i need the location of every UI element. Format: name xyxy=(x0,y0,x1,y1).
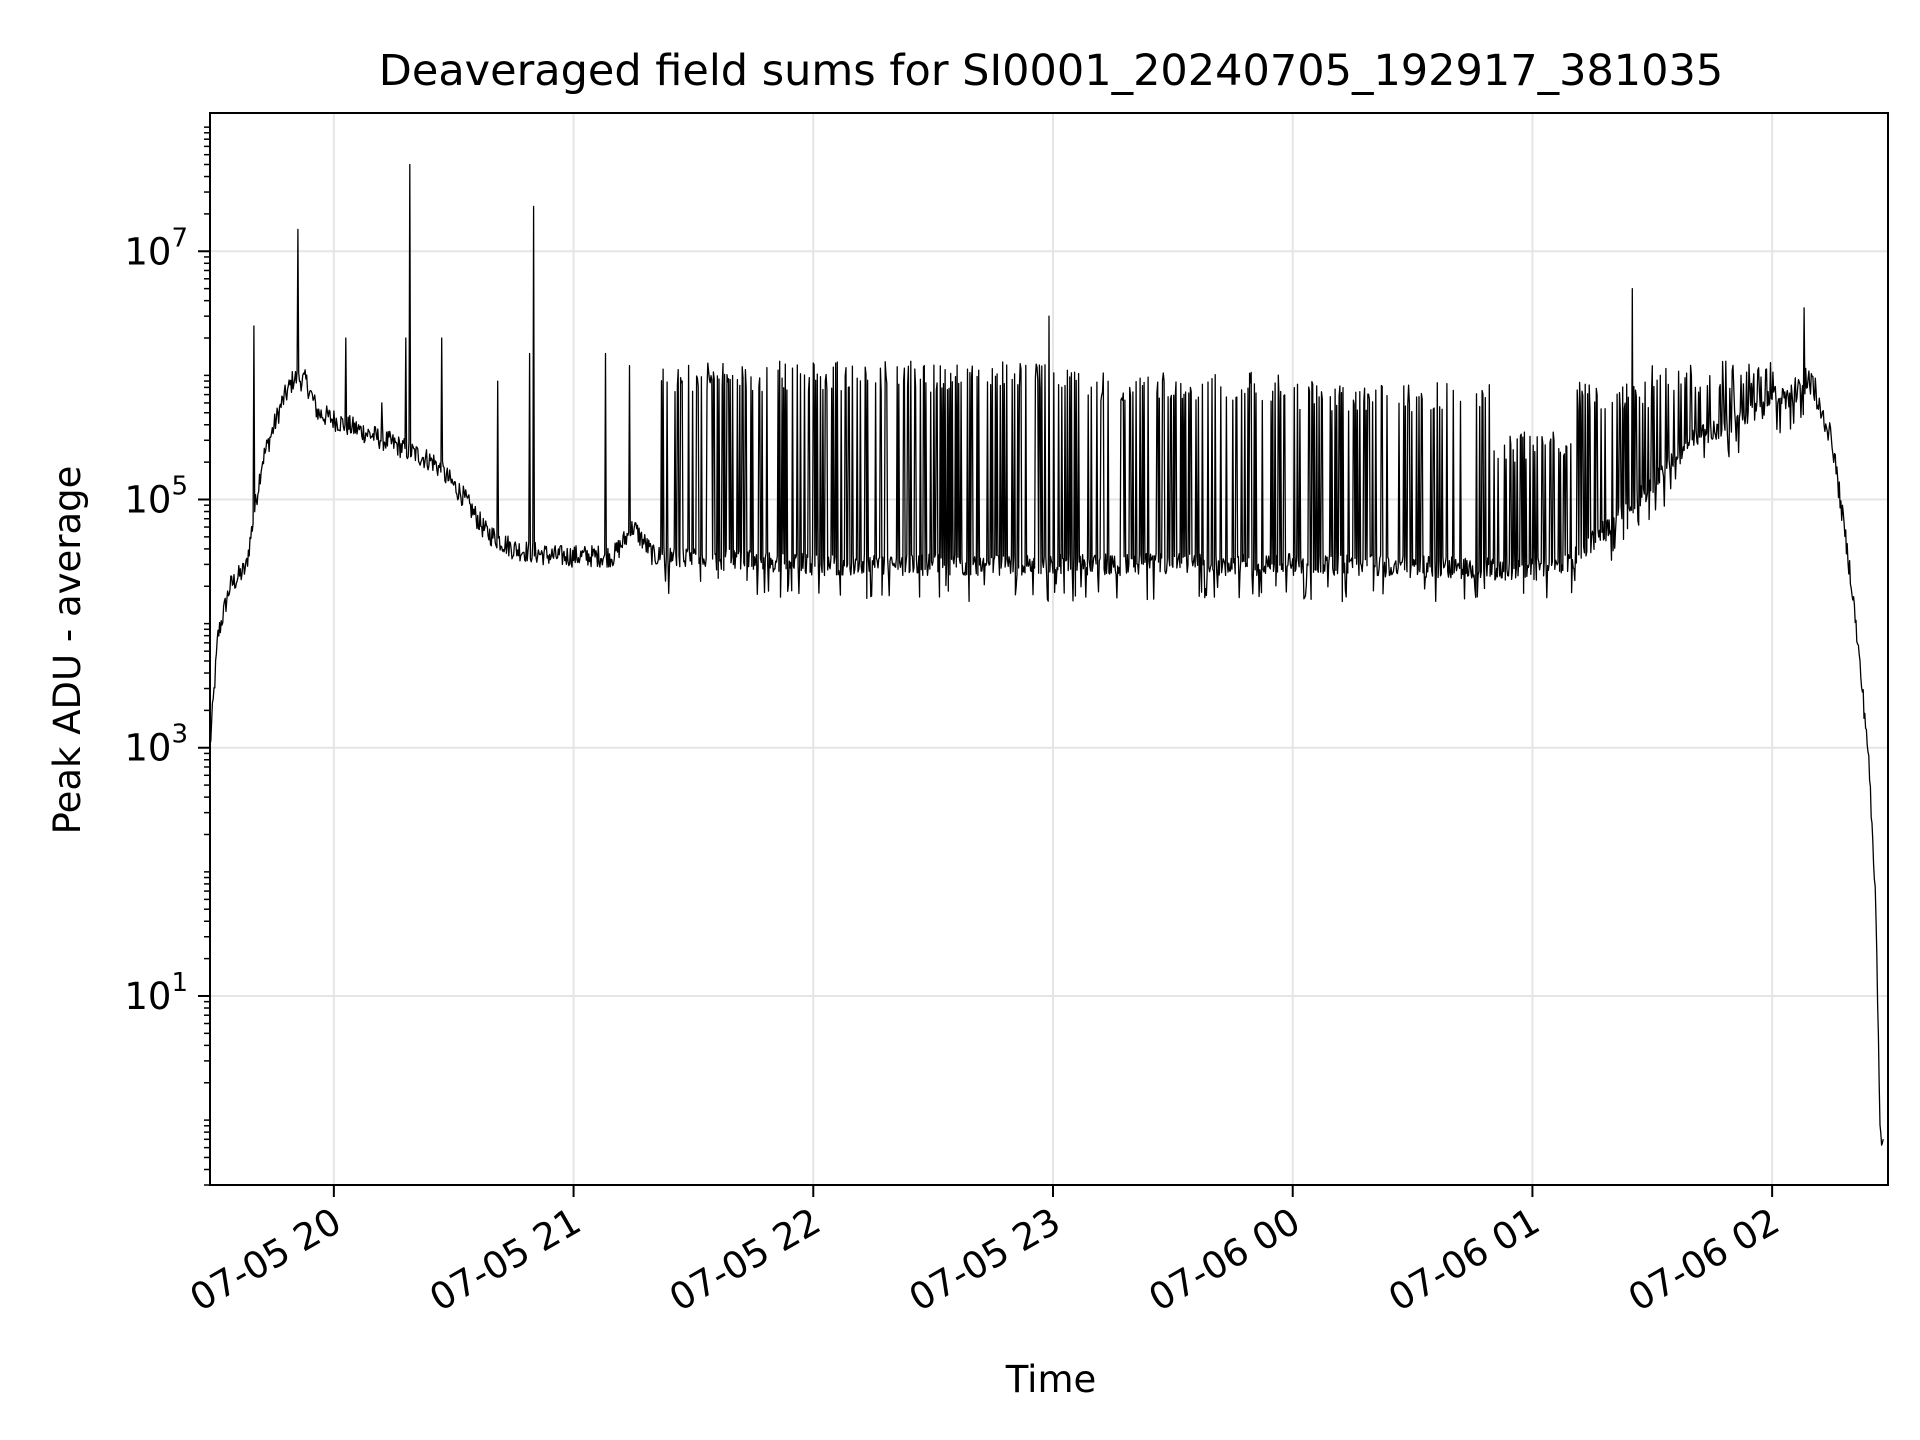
y-axis: 101 103 105 107 xyxy=(124,126,210,1186)
y-tick-label: 105 xyxy=(124,472,188,522)
y-tick-label: 107 xyxy=(124,223,188,273)
y-axis-label: Peak ADU - average xyxy=(46,466,89,835)
chart-title: Deaveraged field sums for SI0001_2024070… xyxy=(379,46,1724,96)
data-series xyxy=(209,163,1884,1146)
y-tick-label: 103 xyxy=(124,720,188,770)
plot-frame xyxy=(209,112,1889,1186)
x-axis-label: Time xyxy=(1005,1358,1097,1401)
series-line xyxy=(209,163,1884,1146)
y-tick-label: 101 xyxy=(124,968,188,1018)
